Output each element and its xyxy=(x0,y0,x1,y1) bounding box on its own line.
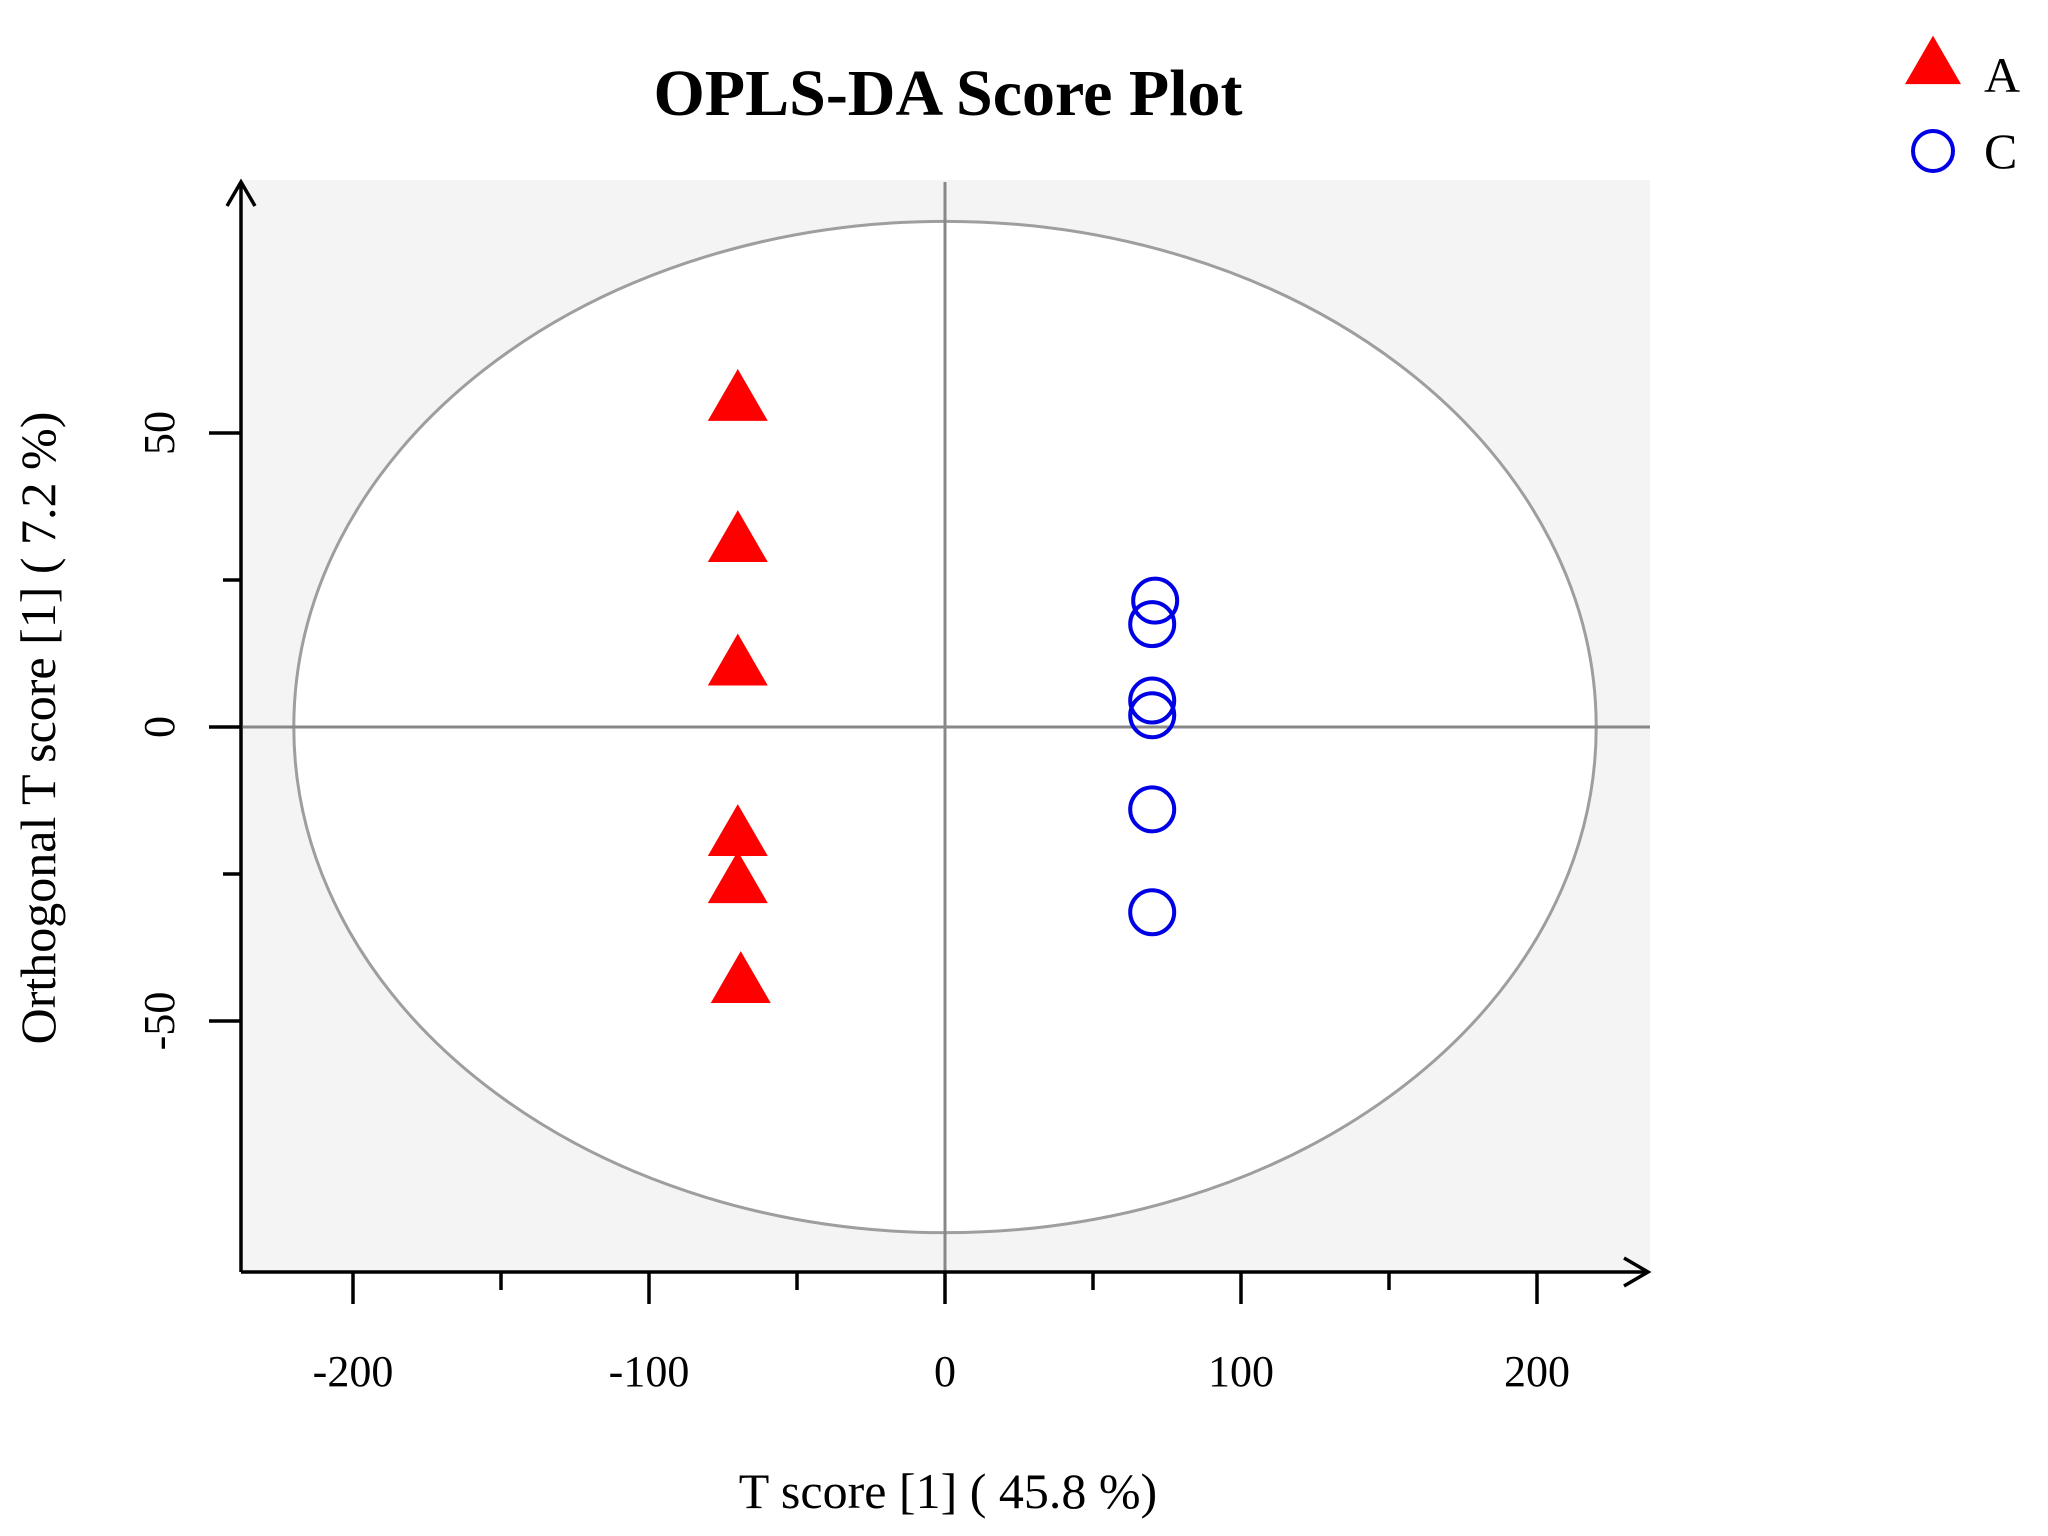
series-C-point xyxy=(1128,888,1177,937)
series-A-point xyxy=(707,510,768,563)
ticks: -200 -100 0 100 200 -50 0 50 xyxy=(135,411,1570,1396)
series-C-point xyxy=(1131,576,1180,625)
series-C-point xyxy=(1128,785,1177,834)
x-tick-label: -100 xyxy=(609,1347,690,1396)
series-A-point xyxy=(707,368,768,421)
y-tick-label: 50 xyxy=(135,411,184,455)
y-axis-arrow xyxy=(225,178,257,207)
x-axis-label: T score [1] ( 45.8 %) xyxy=(739,1463,1157,1519)
legend-label-A: A xyxy=(1984,47,2020,103)
x-axis-arrow xyxy=(1623,1256,1652,1288)
chart-title: OPLS-DA Score Plot xyxy=(653,57,1242,130)
legend: AC xyxy=(1905,35,2020,179)
legend-marker-C xyxy=(1911,129,1955,173)
series-C-point xyxy=(1128,691,1177,740)
x-tick-label: 200 xyxy=(1504,1347,1570,1396)
data-points xyxy=(707,368,1180,1004)
series-A-point xyxy=(707,804,768,857)
y-tick-label: -50 xyxy=(135,992,184,1051)
series-C-point xyxy=(1128,600,1177,649)
y-axis-label: Orthogonal T score [1] ( 7.2 %) xyxy=(10,412,66,1045)
series-C-point xyxy=(1128,676,1177,725)
legend-label-C: C xyxy=(1984,123,2017,179)
legend-marker-A xyxy=(1905,35,1961,85)
y-tick-label: 0 xyxy=(135,716,184,738)
series-A-point xyxy=(710,951,771,1004)
x-tick-label: -200 xyxy=(313,1347,394,1396)
series-A-point xyxy=(707,633,768,686)
x-tick-label: 100 xyxy=(1208,1347,1274,1396)
series-A-point xyxy=(707,851,768,904)
x-tick-label: 0 xyxy=(934,1347,956,1396)
